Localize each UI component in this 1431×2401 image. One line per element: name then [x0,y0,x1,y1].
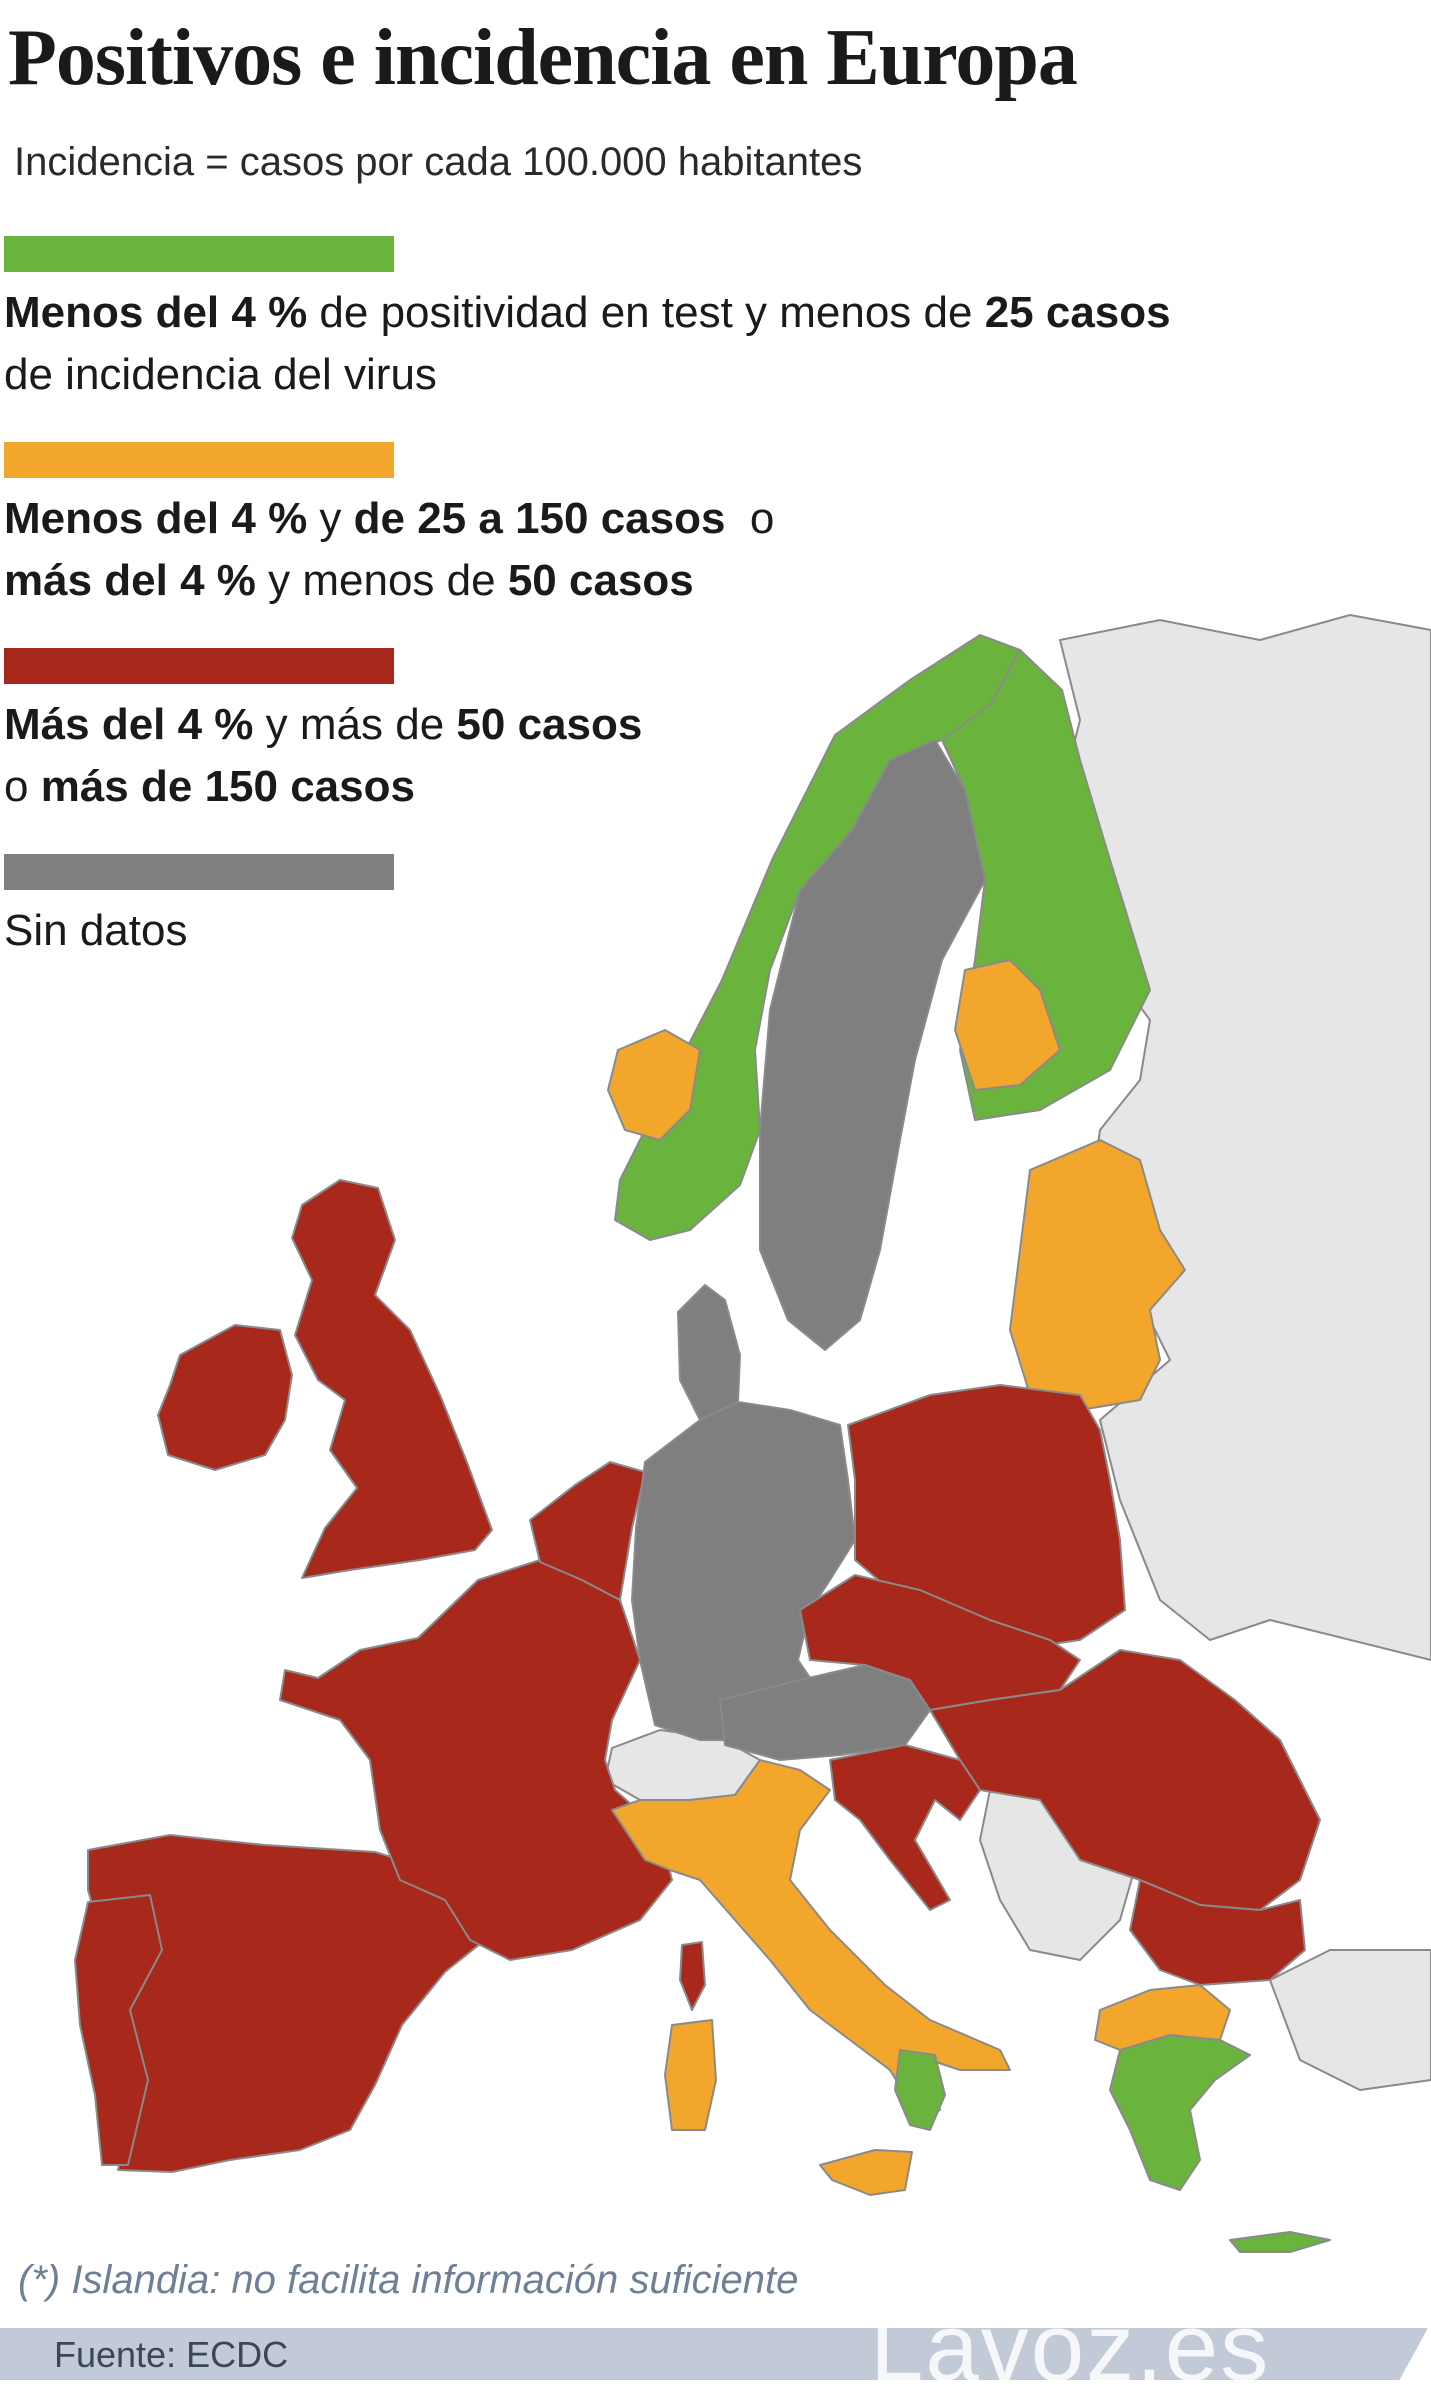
map-region-sardinia [664,2019,717,2131]
legend-entry-green: Menos del 4 % de positividad en test y m… [4,236,1384,406]
legend-red-bold-3: más de 150 casos [40,762,415,811]
source-bar [0,2328,1428,2380]
footnote: (*) Islandia: no facilita información su… [18,2258,799,2302]
legend-text-green: Menos del 4 % de positividad en test y m… [4,282,1384,406]
map-region-slovenia-croatia [829,1744,981,1911]
map-region-greece-north [1094,1984,1231,2051]
legend-swatch-green [4,236,394,272]
legend-orange-bold-3: más del 4 % [4,556,256,605]
brand-logo: Lavoz.es [870,2294,1271,2401]
map-region-austria [719,1664,931,1761]
legend-green-bold-1: Menos del 4 % [4,288,308,337]
legend-orange-bold-4: 50 casos [507,556,694,605]
legend-red-bold-2: 50 casos [456,700,643,749]
page-subtitle: Incidencia = casos por cada 100.000 habi… [14,140,863,184]
legend-red-bold-1: Más del 4 % [4,700,254,749]
legend-swatch-gray [4,854,394,890]
map-region-poland [847,1384,1126,1651]
legend-red-text-1: y más de [253,700,457,749]
map-region-greece [1109,2034,1251,2191]
legend-green-text-1: de positividad en test y menos de [307,288,985,337]
legend-green-bold-2: 25 casos [984,288,1171,337]
map-region-baltics [1009,1139,1186,1411]
map-region-ireland [157,1324,293,1471]
legend-text-gray: Sin datos [4,900,1384,962]
map-region-norway-south [607,1029,701,1141]
legend-text-red: Más del 4 % y más de 50 casos o más de 1… [4,694,1384,818]
map-region-uk [291,1179,493,1579]
map-region-turkey [1269,1949,1431,2091]
map-region-corsica [679,1941,706,2011]
map-region-benelux [529,1461,646,1601]
map-region-portugal [74,1894,163,2166]
map-region-crete [1229,2231,1331,2253]
legend-entry-orange: Menos del 4 % y de 25 a 150 casos o más … [4,442,1384,612]
map-region-bulgaria [1129,1879,1306,1986]
legend-orange-text-1: y [307,494,354,543]
legend-text-orange: Menos del 4 % y de 25 a 150 casos o más … [4,488,1384,612]
map-region-sweden [759,739,986,1351]
legend-orange-bold-1: Menos del 4 % [4,494,308,543]
legend-red-text-2: o [4,762,41,811]
legend-green-line-2: de incidencia del virus [4,350,437,399]
legend-orange-text-3: y menos de [255,556,508,605]
map-region-sicily [819,2149,913,2196]
legend-entry-gray: Sin datos [4,854,1384,962]
map-region-finland-inner [954,959,1061,1091]
legend-orange-bold-2: de 25 a 150 casos [353,494,726,543]
legend-orange-text-2: o [725,494,775,543]
legend-gray-line-1: Sin datos [4,906,188,955]
page-title: Positivos e incidencia en Europa [8,14,1078,102]
legend-swatch-orange [4,442,394,478]
map-region-italy-south [894,2049,946,2131]
map-region-italy [611,1759,1011,2121]
source-credit: Fuente: ECDC [54,2334,289,2375]
map-region-hungary-romania [929,1649,1321,1911]
legend-entry-red: Más del 4 % y más de 50 casos o más de 1… [4,648,1384,818]
legend-swatch-red [4,648,394,684]
map-region-denmark [677,1284,741,1421]
